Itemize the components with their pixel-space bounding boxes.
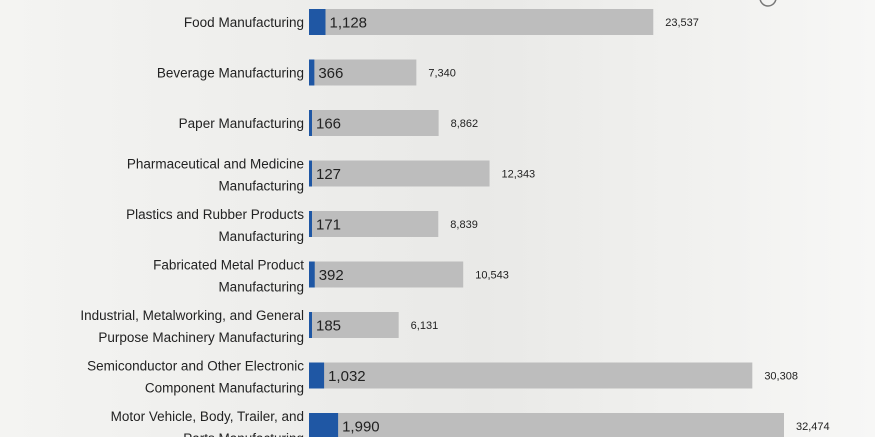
category-label: Manufacturing	[218, 179, 304, 194]
subset-value-label: 392	[319, 267, 344, 284]
subset-value-label: 171	[316, 217, 341, 234]
category-label: Manufacturing	[218, 280, 304, 295]
subset-value-label: 127	[316, 166, 341, 183]
subset-bar	[309, 9, 326, 35]
category-label: Pharmaceutical and Medicine	[127, 157, 304, 172]
subset-value-label: 166	[316, 116, 341, 133]
total-bar	[309, 160, 490, 187]
total-bar	[309, 9, 654, 35]
category-label: Manufacturing	[218, 229, 304, 244]
total-bar	[309, 312, 399, 338]
subset-value-label: 366	[318, 65, 343, 82]
subset-value-label: 1,990	[342, 419, 380, 436]
subset-bar	[309, 312, 312, 338]
category-label: Semiconductor and Other Electronic	[87, 359, 304, 374]
subset-bar	[309, 110, 312, 136]
total-bar	[309, 110, 439, 136]
total-bar	[309, 413, 784, 437]
category-label: Beverage Manufacturing	[157, 66, 304, 81]
category-label: Plastics and Rubber Products	[126, 207, 304, 222]
total-bar	[309, 211, 439, 237]
subset-bar	[309, 211, 312, 237]
subset-value-label: 1,032	[328, 368, 366, 385]
total-bar	[309, 362, 753, 389]
subset-bar	[309, 362, 325, 389]
total-value-label: 8,862	[451, 118, 479, 130]
total-value-label: 30,308	[764, 371, 798, 383]
total-value-label: 6,131	[411, 320, 439, 332]
category-label: Fabricated Metal Product	[153, 258, 304, 273]
category-label: Motor Vehicle, Body, Trailer, and	[111, 409, 304, 424]
legend-marker	[759, 0, 777, 7]
category-label: Component Manufacturing	[145, 381, 304, 396]
category-label: Paper Manufacturing	[179, 116, 304, 131]
category-label: Industrial, Metalworking, and General	[80, 308, 304, 323]
subset-bar	[309, 59, 315, 86]
total-value-label: 10,543	[475, 270, 509, 282]
total-value-label: 8,839	[450, 219, 478, 231]
subset-bar	[309, 413, 339, 437]
category-label: Food Manufacturing	[184, 15, 304, 30]
subset-value-label: 1,128	[329, 15, 367, 32]
total-value-label: 32,474	[796, 421, 830, 433]
total-bar	[309, 261, 464, 288]
total-bar	[309, 59, 417, 86]
total-value-label: 23,537	[665, 17, 699, 29]
category-label: Purpose Machinery Manufacturing	[98, 330, 304, 345]
total-value-label: 12,343	[502, 169, 536, 181]
subset-bar	[309, 261, 315, 288]
total-value-label: 7,340	[428, 68, 456, 80]
subset-value-label: 185	[316, 318, 341, 335]
subset-bar	[309, 160, 312, 187]
category-label: Parts Manufacturing	[183, 431, 304, 437]
